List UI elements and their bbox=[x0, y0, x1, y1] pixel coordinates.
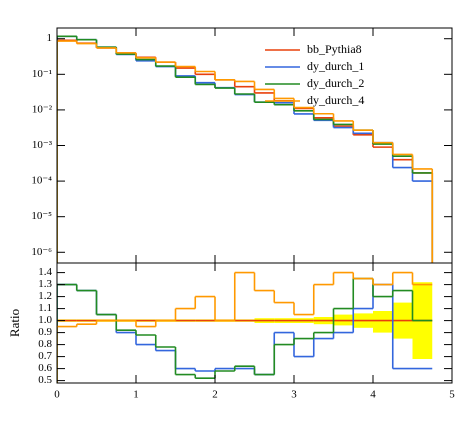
uncertainty-band bbox=[373, 311, 393, 333]
y-tick-label: 1.1 bbox=[38, 302, 52, 314]
x-tick-label: 0 bbox=[54, 389, 60, 401]
y-tick-label: 1.0 bbox=[38, 314, 52, 326]
legend-label: bb_Pythia8 bbox=[307, 42, 362, 56]
y-tick-label: 10⁻¹ bbox=[32, 68, 52, 80]
y-tick-label: 0.5 bbox=[38, 374, 52, 386]
ratio-frame bbox=[56, 262, 453, 384]
x-tick-label: 4 bbox=[370, 389, 376, 401]
y-tick-label: 1.3 bbox=[38, 278, 52, 290]
y-tick-label: 0.7 bbox=[38, 350, 52, 362]
legend-label: dy_durch_2 bbox=[307, 76, 364, 90]
y-tick-label: 0.8 bbox=[38, 338, 52, 350]
y-axis-label: Ratio bbox=[7, 309, 22, 337]
y-tick-label: 10⁻⁴ bbox=[31, 175, 52, 187]
y-tick-label: 0.6 bbox=[38, 362, 52, 374]
main-plot bbox=[57, 35, 434, 263]
y-tick-label: 0.9 bbox=[38, 326, 52, 338]
axes: 1 10⁻¹ 10⁻² 10⁻³ 10⁻⁴ 10⁻⁵ 10⁻⁶ bb_Pythia8 dy_du… bbox=[31, 28, 455, 401]
y-tick-label: 10⁻⁵ bbox=[31, 210, 52, 222]
y-tick-label: 10⁻⁶ bbox=[31, 246, 52, 258]
x-tick-label: 3 bbox=[291, 389, 297, 401]
x-tick-label: 1 bbox=[133, 389, 139, 401]
y-tick-label: 10⁻² bbox=[32, 103, 53, 115]
y-tick-label: 1.2 bbox=[38, 290, 52, 302]
y-tick-label: 1 bbox=[47, 32, 53, 44]
x-tick-label: 2 bbox=[212, 389, 218, 401]
legend-label: dy_durch_1 bbox=[307, 59, 364, 73]
ratio-plot bbox=[57, 271, 433, 383]
x-tick-label: 5 bbox=[449, 389, 455, 401]
legend-label: dy_durch_4 bbox=[307, 93, 364, 107]
y-tick-label: 10⁻³ bbox=[32, 139, 53, 151]
y-tick-label: 1.4 bbox=[38, 266, 52, 278]
